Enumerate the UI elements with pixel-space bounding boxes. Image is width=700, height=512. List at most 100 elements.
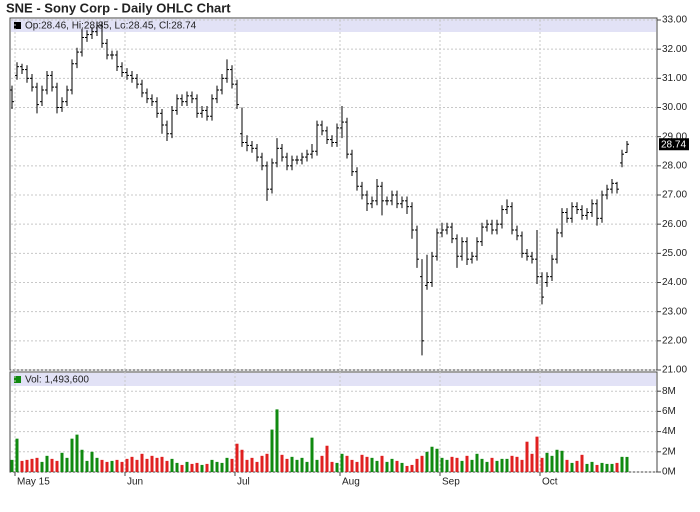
volume-bar (360, 454, 364, 472)
volume-bar (535, 436, 539, 472)
volume-bar (505, 458, 509, 472)
volume-bar (150, 455, 154, 472)
volume-bar (45, 455, 49, 472)
volume-bar (430, 446, 434, 472)
volume-bar (550, 455, 554, 472)
x-tick-label: Aug (342, 477, 360, 488)
x-tick-label: Jun (127, 477, 143, 488)
y-tick-label: 32.00 (662, 44, 687, 55)
volume-bar (290, 456, 294, 472)
volume-bar (105, 461, 109, 472)
volume-bar (300, 457, 304, 472)
volume-bar (340, 453, 344, 472)
volume-bar (65, 457, 69, 472)
volume-bar (220, 462, 224, 472)
volume-bar (315, 459, 319, 472)
price-legend-band (11, 19, 656, 32)
volume-bar (270, 429, 274, 472)
x-tick-label: Oct (542, 477, 558, 488)
volume-bar (385, 461, 389, 472)
y-tick-label: 27.00 (662, 190, 687, 201)
volume-bar (155, 457, 159, 472)
y-tick-label: 4M (662, 426, 676, 437)
y-tick-label: 24.00 (662, 277, 687, 288)
volume-bar (60, 452, 64, 472)
volume-bar (380, 455, 384, 472)
volume-bar (185, 461, 189, 472)
y-tick-label: 6M (662, 406, 676, 417)
volume-bar (390, 458, 394, 472)
volume-bar (565, 459, 569, 472)
price-legend-icon (14, 22, 21, 29)
y-tick-label: 2M (662, 446, 676, 457)
volume-bar (485, 461, 489, 472)
volume-bar (310, 437, 314, 472)
volume-bar (450, 456, 454, 472)
volume-bar (445, 459, 449, 472)
volume-bar (200, 464, 204, 472)
volume-bar (610, 463, 614, 472)
volume-bar (130, 456, 134, 472)
volume-bar (330, 461, 334, 472)
y-tick-label: 30.00 (662, 102, 687, 113)
volume-legend-icon (14, 376, 21, 383)
volume-bar (420, 455, 424, 472)
volume-bar (275, 409, 279, 472)
volume-bar (480, 458, 484, 472)
volume-bar (405, 465, 409, 472)
volume-bar (40, 461, 44, 472)
volume-bar (355, 461, 359, 472)
volume-bar (235, 443, 239, 472)
volume-panel (9, 371, 658, 473)
plot-layer: 21.00 22.00 23.00 24.00 25.00 26.00 27.00 28.00… (10, 15, 689, 488)
x-tick-label: Sep (442, 477, 460, 488)
volume-bar (510, 455, 514, 472)
volume-bar (215, 461, 219, 472)
volume-bar (230, 458, 234, 472)
volume-bar (50, 458, 54, 472)
volume-bar (205, 463, 209, 472)
y-tick-label: 33.00 (662, 15, 687, 26)
volume-bar (425, 451, 429, 472)
price-legend: Op:28.46, Hi:28.85, Lo:28.45, Cl:28.74 (25, 21, 197, 32)
volume-bar (285, 458, 289, 472)
volume-bar (580, 454, 584, 472)
y-tick-label: 22.00 (662, 335, 687, 346)
volume-bar (110, 460, 114, 472)
volume-bar (395, 460, 399, 472)
volume-bar (495, 460, 499, 472)
volume-bar (140, 453, 144, 472)
volume-bar (245, 459, 249, 472)
volume-bar (95, 457, 99, 472)
volume-bar (260, 455, 264, 472)
volume-bar (410, 464, 414, 472)
volume-bar (165, 460, 169, 472)
y-tick-label: 26.00 (662, 219, 687, 230)
volume-bar (595, 464, 599, 472)
volume-bar (345, 455, 349, 472)
volume-bar (75, 434, 79, 472)
volume-bar (125, 458, 129, 472)
y-tick-label: 29.00 (662, 131, 687, 142)
y-tick-label: 8M (662, 386, 676, 397)
volume-legend-band (11, 373, 656, 386)
volume-bar (435, 448, 439, 472)
volume-bar (575, 460, 579, 472)
volume-bar (335, 462, 339, 472)
volume-bar (515, 456, 519, 472)
volume-bar (240, 449, 244, 472)
volume-bar (540, 457, 544, 472)
y-tick-label: 31.00 (662, 73, 687, 84)
volume-bar (470, 459, 474, 472)
volume-bar (530, 453, 534, 472)
volume-bar (35, 457, 39, 472)
volume-bar (145, 458, 149, 472)
volume-bar (545, 452, 549, 472)
volume-bar (605, 463, 609, 472)
volume-bar (365, 456, 369, 472)
last-price-box (659, 138, 689, 151)
volume-bar (195, 462, 199, 472)
volume-bar (135, 459, 139, 472)
volume-bar (30, 458, 34, 472)
